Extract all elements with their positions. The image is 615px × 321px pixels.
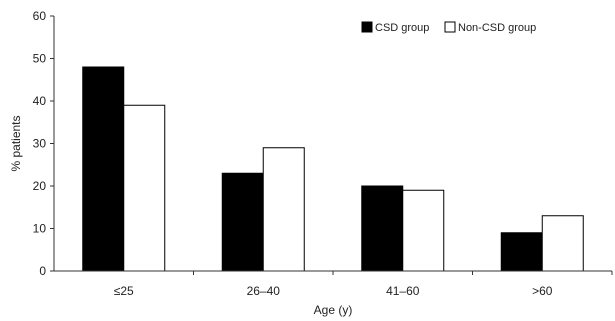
y-tick-label: 40 xyxy=(33,94,47,108)
bar-csd-3 xyxy=(500,232,543,272)
x-axis-title: Age (y) xyxy=(314,303,353,317)
bar-non-csd-1 xyxy=(262,147,305,272)
x-tick-label: >60 xyxy=(532,284,553,298)
bar-non-csd-2 xyxy=(402,189,445,272)
y-tick-label: 60 xyxy=(33,9,47,23)
y-tick-label: 20 xyxy=(33,179,47,193)
legend-swatch-csd xyxy=(361,21,373,33)
y-tick-label: 0 xyxy=(39,264,46,278)
bar-non-csd-3 xyxy=(541,215,584,272)
x-tick-label: ≤25 xyxy=(114,284,134,298)
legend-label-csd: CSD group xyxy=(375,22,429,34)
bar-csd-1 xyxy=(221,172,264,272)
y-axis-ticks: 0 10 20 30 40 50 60 xyxy=(33,9,54,278)
bar-csd-2 xyxy=(361,185,404,272)
y-axis-title: % patients xyxy=(9,115,23,171)
x-axis-ticks: ≤25 26–40 41–60 >60 xyxy=(114,271,613,298)
legend: CSD group Non-CSD group xyxy=(361,21,536,34)
legend-label-non-csd: Non-CSD group xyxy=(458,22,536,34)
y-tick-label: 10 xyxy=(33,222,47,236)
legend-swatch-non-csd xyxy=(444,21,456,33)
y-tick-label: 30 xyxy=(33,137,47,151)
y-tick-label: 50 xyxy=(33,52,47,66)
bar-csd-0 xyxy=(82,66,125,272)
bar-non-csd-0 xyxy=(123,104,166,272)
x-tick-label: 26–40 xyxy=(247,284,281,298)
bars xyxy=(82,66,584,272)
x-tick-label: 41–60 xyxy=(386,284,420,298)
